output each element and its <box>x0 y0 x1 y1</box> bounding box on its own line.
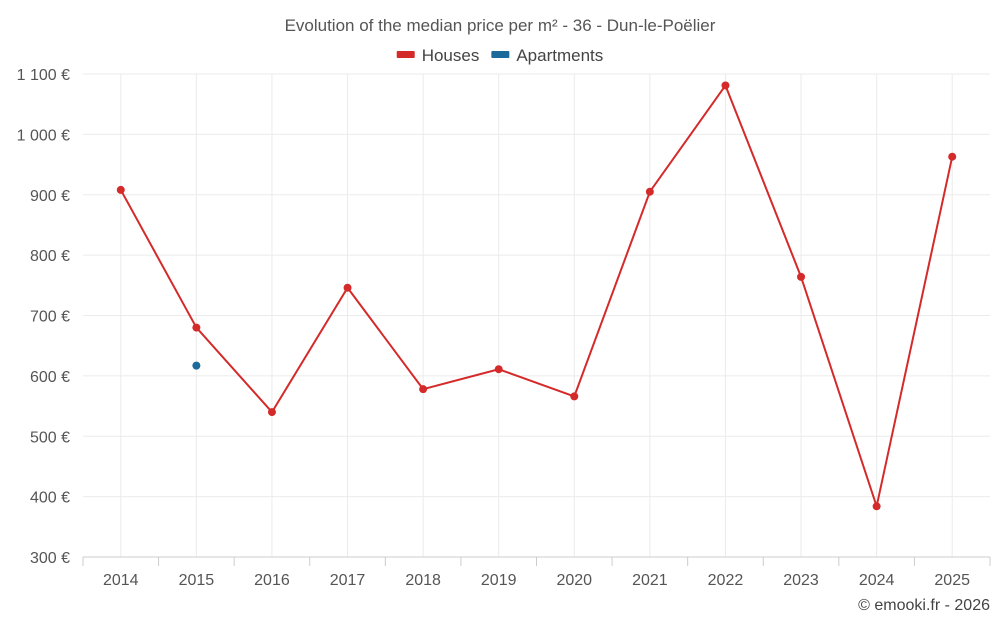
houses-point-2025[interactable] <box>948 152 957 161</box>
houses-point-2015[interactable] <box>192 323 201 332</box>
x-tick-label: 2025 <box>934 572 970 589</box>
gridlines <box>83 73 990 557</box>
chart-title: Evolution of the median price per m² - 3… <box>285 16 716 35</box>
x-tick-label: 2018 <box>405 572 441 589</box>
credit-text: © emooki.fr - 2026 <box>858 597 990 614</box>
houses-point-2017[interactable] <box>343 283 352 292</box>
legend-label-houses: Houses <box>422 46 480 65</box>
legend-swatch-houses <box>396 51 415 58</box>
x-tick-label: 2017 <box>330 572 366 589</box>
x-tick-label: 2022 <box>708 572 744 589</box>
legend-swatch-apartments <box>491 51 510 58</box>
houses-point-2018[interactable] <box>419 385 428 394</box>
legend[interactable]: Houses Apartments <box>396 46 604 65</box>
y-tick-label: 1 100 € <box>17 67 70 84</box>
x-tick-label: 2016 <box>254 572 290 589</box>
y-axis: 300 € 400 € 500 € 600 € 700 € 800 € 900 € 1 000… <box>17 67 70 567</box>
legend-item-apartments[interactable]: Apartments <box>491 46 603 65</box>
apartments-point-2015[interactable] <box>192 361 201 370</box>
houses-point-2020[interactable] <box>570 392 579 401</box>
houses-point-2019[interactable] <box>494 365 503 374</box>
x-tick-label: 2024 <box>859 572 895 589</box>
houses-point-2024[interactable] <box>872 502 881 511</box>
y-tick-label: 800 € <box>30 248 70 265</box>
x-axis: 2014 2015 2016 2017 2018 2019 2020 2021 2022 2023… <box>82 556 991 589</box>
legend-label-apartments: Apartments <box>516 46 603 65</box>
x-tick-label: 2021 <box>632 572 668 589</box>
x-tick-label: 2019 <box>481 572 517 589</box>
houses-series-line <box>119 84 954 508</box>
y-tick-label: 900 € <box>30 188 70 205</box>
x-tick-label: 2023 <box>783 572 819 589</box>
y-tick-label: 400 € <box>30 490 70 507</box>
houses-point-2021[interactable] <box>645 187 654 196</box>
houses-point-2022[interactable] <box>721 81 730 90</box>
x-tick-label: 2015 <box>179 572 215 589</box>
y-tick-label: 600 € <box>30 369 70 386</box>
houses-point-2014[interactable] <box>116 185 125 194</box>
x-tick-label: 2020 <box>556 572 592 589</box>
y-tick-label: 1 000 € <box>17 127 70 144</box>
legend-item-houses[interactable]: Houses <box>396 46 480 65</box>
series-layer <box>116 81 957 511</box>
houses-point-2016[interactable] <box>267 408 276 417</box>
y-tick-label: 500 € <box>30 429 70 446</box>
x-tick-label: 2014 <box>103 572 139 589</box>
y-tick-label: 700 € <box>30 309 70 326</box>
y-tick-label: 300 € <box>30 550 70 567</box>
houses-point-2023[interactable] <box>797 272 806 281</box>
